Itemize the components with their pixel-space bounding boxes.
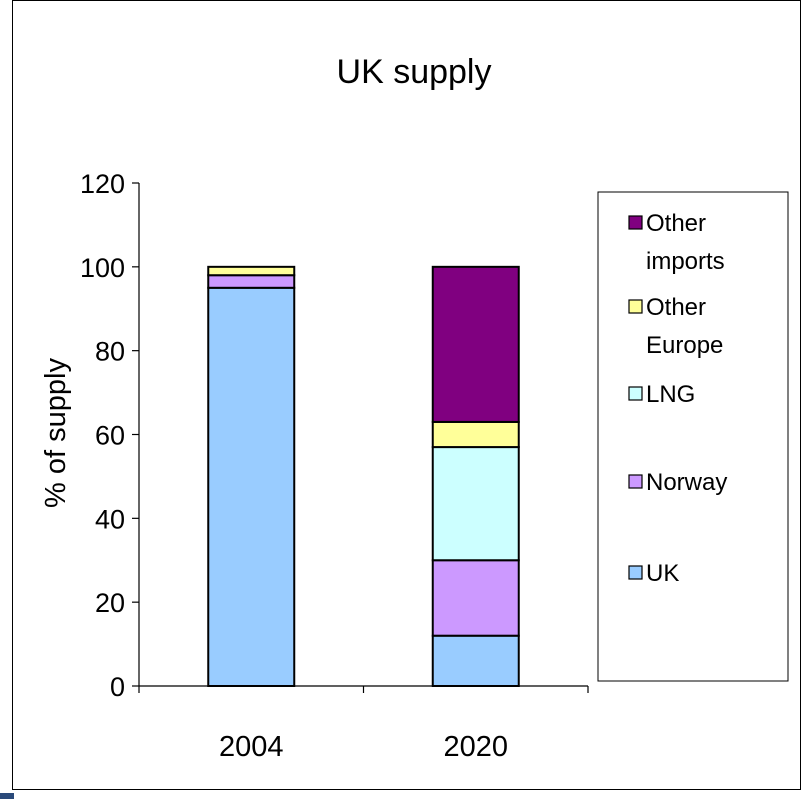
x-tick-label: 2004 [219,731,284,763]
chart-frame: UK supply % of supply 0 20 40 60 80 100 120 200… [12,0,801,790]
x-tick-label: 2020 [443,731,508,763]
y-tick-label: 20 [95,588,125,618]
legend-swatch [628,565,643,580]
bar-segment [431,420,520,449]
legend-swatch [628,474,643,489]
bar-segment [207,265,296,277]
legend: Other imports Other Europe LNG Norway UK [597,191,789,682]
legend-label: Europe [646,332,723,359]
legend-label: Other [646,210,706,237]
legend-label: imports [646,248,725,275]
y-tick-label: 0 [110,672,125,702]
legend-swatch [628,215,643,230]
bar-segment [431,446,520,562]
y-tick-label: 100 [80,253,125,283]
bar-segment [431,265,520,423]
y-tick-label: 40 [95,504,125,534]
bar-segment [207,286,296,687]
corner-strip [0,793,14,799]
legend-label: Norway [646,469,727,496]
bar-segment [431,634,520,688]
legend-label: Other [646,294,706,321]
legend-swatch [628,386,643,401]
plot-area: 0 20 40 60 80 100 120 2004 2020 [80,169,589,763]
y-tick-label: 60 [95,421,125,451]
y-tick-label: 120 [80,169,125,199]
bar-segment [431,559,520,637]
legend-label: LNG [646,381,695,408]
legend-label: UK [646,560,679,587]
legend-swatch [628,299,643,314]
chart-title: UK supply [337,53,492,91]
bar-segment [207,274,296,289]
y-tick-label: 80 [95,337,125,367]
uk-supply-chart: UK supply % of supply 0 20 40 60 80 100 120 200… [40,53,789,763]
legend-box [597,191,789,682]
y-axis-label: % of supply [40,358,72,508]
